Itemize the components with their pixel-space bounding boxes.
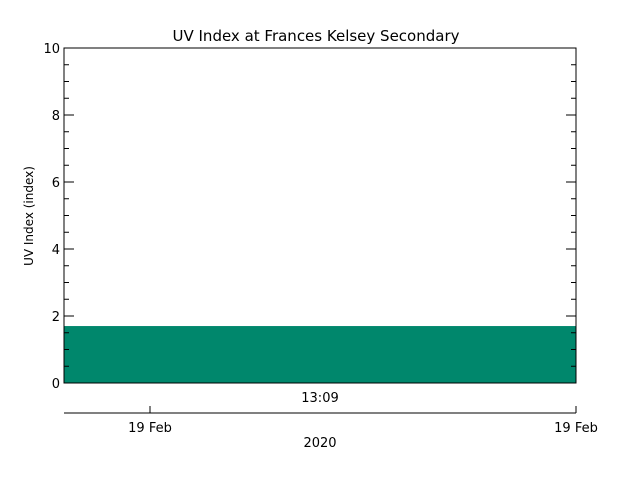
date-label-start: 19 Feb	[128, 421, 172, 436]
y-axis: 0 2 4 6 8 10	[43, 42, 576, 392]
chart-title: UV Index at Frances Kelsey Secondary	[173, 27, 460, 45]
date-axis: 19 Feb 19 Feb	[64, 406, 598, 436]
y-tick-label: 4	[52, 243, 60, 258]
y-axis-label: UV Index (index)	[22, 166, 36, 266]
y-tick-label: 8	[52, 109, 60, 124]
year-label: 2020	[303, 436, 336, 451]
y-tick-label: 0	[52, 377, 60, 392]
uv-index-area	[64, 326, 576, 383]
y-tick-label: 10	[43, 42, 60, 57]
y-tick-label: 6	[52, 176, 60, 191]
plot-area	[63, 47, 577, 384]
x-time-label: 13:09	[301, 391, 338, 406]
y-tick-label: 2	[52, 310, 60, 325]
date-label-end: 19 Feb	[554, 421, 598, 436]
